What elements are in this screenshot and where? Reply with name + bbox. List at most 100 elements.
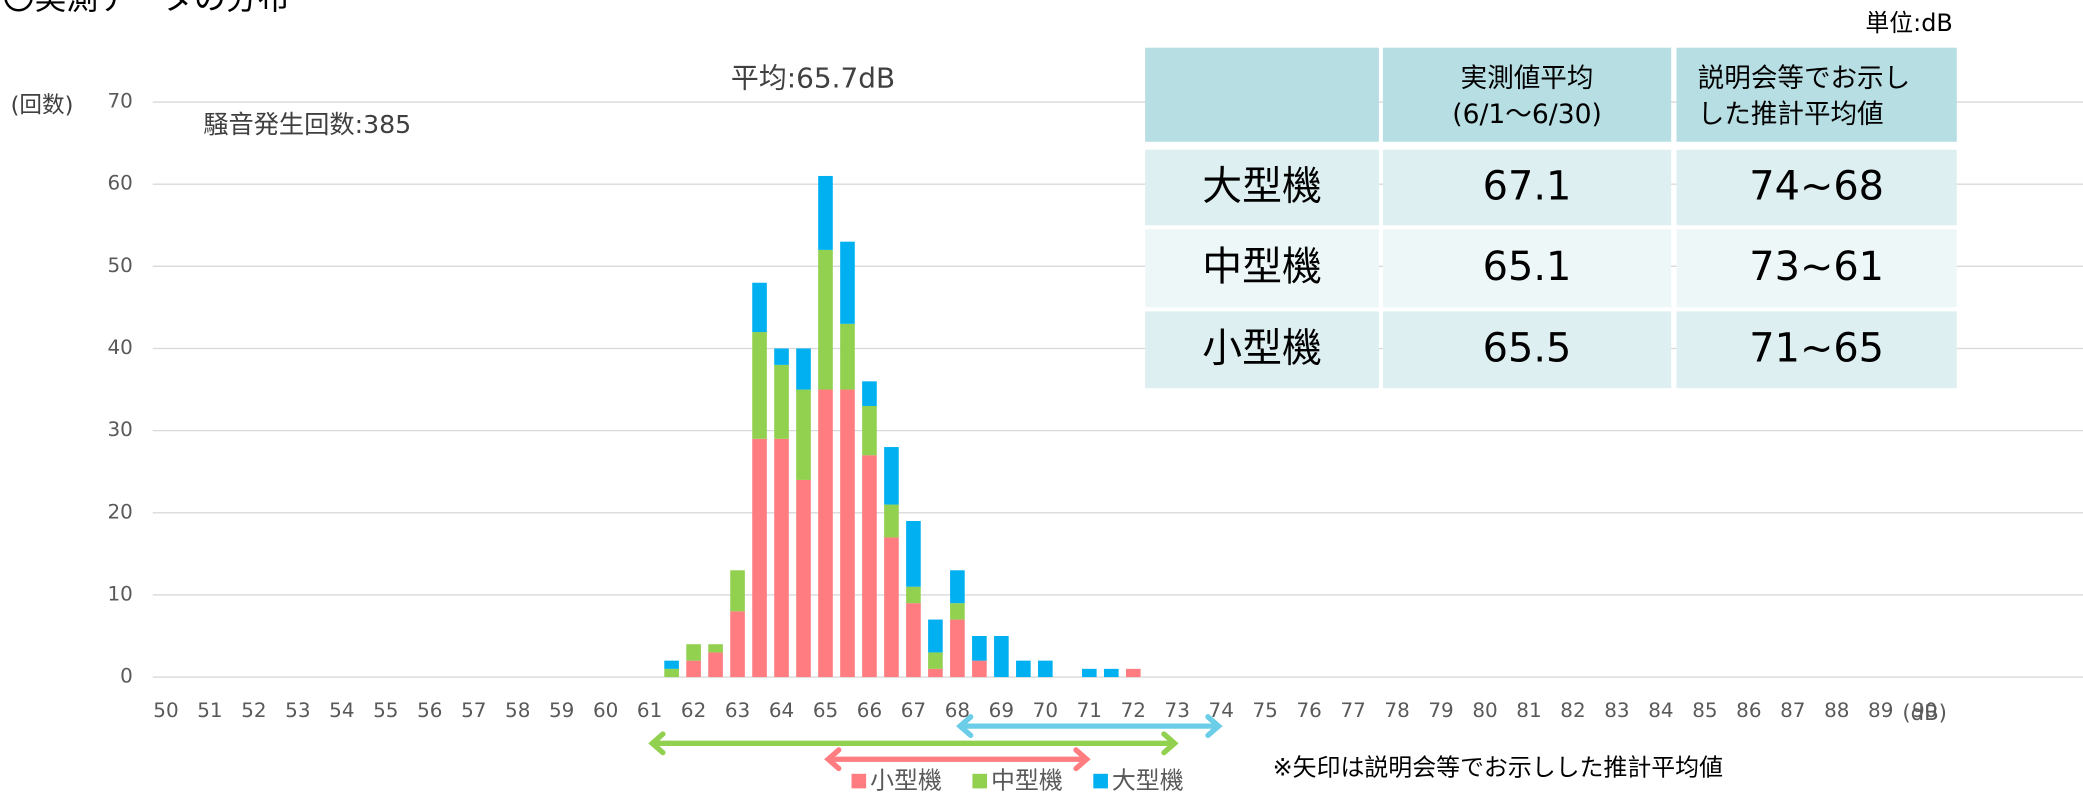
cell-text: 65.1 <box>1483 244 1572 290</box>
bar-segment <box>994 636 1009 678</box>
x-tick-label: 54 <box>329 699 354 722</box>
x-tick-label: 51 <box>197 699 222 722</box>
x-tick-label: 56 <box>417 699 442 722</box>
bar-segment <box>774 364 789 439</box>
bar-segment <box>1016 660 1031 678</box>
bar-segment <box>730 570 745 612</box>
count-label: 騒音発生回数:385 <box>203 110 411 139</box>
bar-segment <box>1081 668 1097 678</box>
cell-text: 65.5 <box>1483 326 1572 372</box>
table-cell <box>1145 149 1379 226</box>
x-axis-label: (dB) <box>1902 701 1947 726</box>
x-tick-label: 84 <box>1648 699 1673 722</box>
x-tick-label: 53 <box>285 699 310 722</box>
arrow-head <box>648 731 666 756</box>
bar-segment <box>752 332 767 439</box>
x-tick-label: 62 <box>681 699 706 722</box>
bar-segment <box>862 455 877 678</box>
bar-segment <box>774 438 789 678</box>
y-tick-label: 40 <box>107 336 132 359</box>
bar-segment <box>686 660 701 678</box>
bar-segment <box>862 381 877 406</box>
cell-text: 67.1 <box>1483 163 1572 209</box>
bar-segment <box>884 447 899 505</box>
legend-label: 大型機 <box>1112 767 1184 795</box>
x-tick-label: 63 <box>725 699 750 722</box>
y-tick-label: 0 <box>120 665 133 688</box>
header-cell <box>1145 47 1379 142</box>
x-tick-label: 59 <box>549 699 574 722</box>
bar-segment <box>950 619 965 678</box>
x-tick-label: 88 <box>1824 699 1849 722</box>
x-tick-label: 67 <box>901 699 926 722</box>
x-tick-label: 81 <box>1516 699 1541 722</box>
arrow-head <box>1161 731 1179 756</box>
x-tick-label: 55 <box>373 699 398 722</box>
cell-text: 中型機 <box>1202 244 1322 290</box>
y-tick-label: 70 <box>107 90 132 113</box>
bar-segment <box>686 644 701 661</box>
bar-segment <box>752 282 767 333</box>
bar-segment <box>818 249 833 390</box>
bar-segment <box>840 241 855 324</box>
x-tick-label: 52 <box>241 699 266 722</box>
bar-segment <box>774 348 789 365</box>
x-tick-label: 78 <box>1384 699 1409 722</box>
cell-text: 大型機 <box>1202 163 1322 209</box>
bar-segment <box>928 619 943 653</box>
arrow-head <box>956 714 974 739</box>
bar-segment <box>906 603 921 678</box>
table-cell <box>1382 149 1672 226</box>
bar-segment <box>950 603 965 620</box>
x-tick-label: 64 <box>769 699 794 722</box>
y-axis-label: (回数) <box>11 93 74 119</box>
bar-segment <box>730 611 745 678</box>
bar-segment <box>1038 660 1053 678</box>
x-tick-label: 82 <box>1560 699 1585 722</box>
x-tick-label: 70 <box>1033 699 1058 722</box>
bar-segment <box>708 644 723 653</box>
header-cell <box>1382 47 1672 142</box>
bar-segment <box>1103 668 1119 678</box>
x-tick-label: 60 <box>593 699 618 722</box>
table-cell <box>1145 229 1379 308</box>
header-cell <box>1676 47 1957 142</box>
bar-segment <box>972 636 987 661</box>
arrow-head <box>1205 714 1223 739</box>
bar-segment <box>818 175 833 250</box>
cell-text: 73~61 <box>1749 244 1884 290</box>
x-tick-label: 85 <box>1692 699 1717 722</box>
bar-segment <box>796 479 811 678</box>
x-tick-label: 89 <box>1868 699 1893 722</box>
x-tick-label: 65 <box>813 699 838 722</box>
y-tick-label: 60 <box>107 172 132 195</box>
x-tick-label: 72 <box>1121 699 1146 722</box>
note: ※矢印は説明会等でお示しした推計平均値 <box>1273 754 1723 782</box>
unit-note: 単位:dB <box>1865 9 1952 37</box>
bar-segment <box>884 537 899 678</box>
bar-segment <box>708 652 723 678</box>
x-tick-label: 73 <box>1165 699 1190 722</box>
bar-segment <box>884 504 899 538</box>
bar-segment <box>928 652 943 669</box>
arrow-head <box>824 747 842 772</box>
y-tick-label: 50 <box>107 254 132 277</box>
legend-swatch <box>972 773 988 789</box>
bar-segment <box>1125 668 1141 678</box>
bar-segment <box>818 389 833 678</box>
table-cell <box>1145 311 1379 389</box>
x-tick-label: 58 <box>505 699 530 722</box>
legend-swatch <box>1093 773 1108 789</box>
table-cell <box>1676 229 1957 308</box>
x-tick-label: 66 <box>857 699 882 722</box>
bar-segment <box>862 405 877 456</box>
x-tick-label: 57 <box>461 699 486 722</box>
x-tick-label: 74 <box>1209 699 1234 722</box>
x-tick-label: 86 <box>1736 699 1761 722</box>
bar-segment <box>796 389 811 480</box>
x-tick-label: 75 <box>1253 699 1278 722</box>
table-cell <box>1382 229 1672 308</box>
x-tick-label: 90 <box>1912 699 1937 722</box>
